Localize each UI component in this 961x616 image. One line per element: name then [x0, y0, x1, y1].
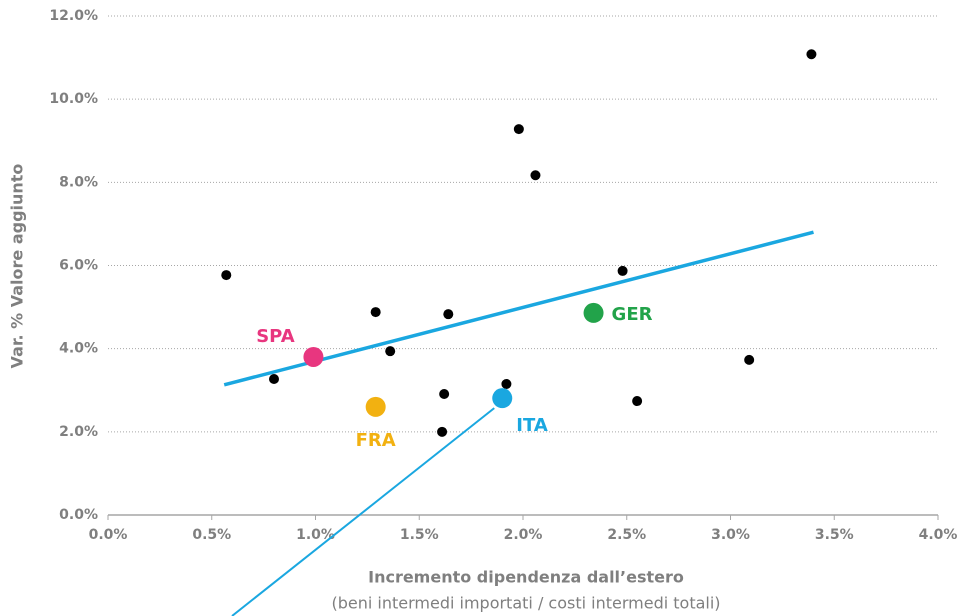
y-tick-label: 0.0%	[59, 507, 98, 523]
x-tick-label: 3.5%	[815, 527, 854, 543]
x-tick-label: 2.0%	[504, 527, 543, 543]
x-tick-label: 1.5%	[400, 527, 439, 543]
point-label: FRA	[356, 430, 396, 451]
x-axis-label: Incremento dipendenza dall’estero	[368, 568, 684, 587]
x-tick-label: 2.5%	[607, 527, 646, 543]
point	[530, 170, 541, 181]
y-tick-label: 12.0%	[49, 8, 98, 24]
y-tick-label: 8.0%	[59, 174, 98, 190]
point	[632, 396, 643, 407]
highlight-point	[492, 388, 513, 409]
point	[437, 426, 448, 437]
point	[513, 124, 524, 135]
y-tick-label: 6.0%	[59, 258, 98, 274]
highlight-point	[365, 396, 386, 417]
point	[806, 49, 817, 60]
point	[744, 354, 755, 365]
y-axis-label: Var. % Valore aggiunto	[8, 164, 27, 369]
point	[501, 379, 512, 390]
x-tick-label: 4.0%	[919, 527, 958, 543]
y-tick-label: 2.0%	[59, 424, 98, 440]
y-tick-label: 10.0%	[49, 91, 98, 107]
x-axis-sublabel: (beni intermedi importati / costi interm…	[331, 594, 720, 613]
highlight-point	[583, 302, 604, 323]
point-label: SPA	[256, 326, 295, 347]
point	[370, 307, 381, 318]
x-tick-label: 0.5%	[192, 527, 231, 543]
y-tick-label: 4.0%	[59, 341, 98, 357]
point	[617, 265, 628, 276]
x-tick-label: 0.0%	[89, 527, 128, 543]
point	[385, 346, 396, 357]
point	[269, 374, 279, 385]
point	[221, 270, 232, 281]
point	[443, 309, 454, 320]
point-label: ITA	[516, 415, 548, 436]
x-tick-label: 3.0%	[711, 527, 750, 543]
x-tick-label: 1.0%	[296, 527, 335, 543]
highlight-point	[303, 346, 324, 367]
point	[439, 388, 450, 399]
point-label: GER	[612, 304, 653, 325]
callout-line	[231, 407, 495, 616]
